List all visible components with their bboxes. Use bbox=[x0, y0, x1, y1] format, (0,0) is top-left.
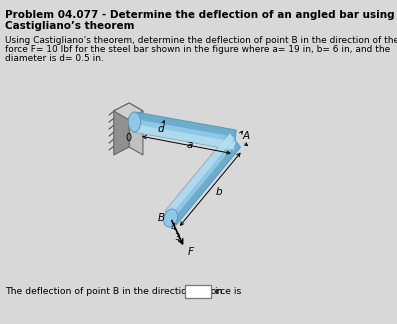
Text: Using Castigliano’s theorem, determine the deflection of point B in the directio: Using Castigliano’s theorem, determine t… bbox=[6, 36, 397, 45]
FancyBboxPatch shape bbox=[185, 285, 211, 298]
Polygon shape bbox=[114, 103, 129, 155]
Polygon shape bbox=[129, 103, 143, 155]
Text: a: a bbox=[187, 140, 193, 150]
Text: d: d bbox=[158, 124, 164, 134]
Polygon shape bbox=[114, 103, 143, 119]
Text: A: A bbox=[243, 131, 249, 141]
Text: Problem 04.077 - Determine the deflection of an angled bar using: Problem 04.077 - Determine the deflectio… bbox=[6, 10, 395, 20]
Polygon shape bbox=[166, 133, 241, 225]
Text: F: F bbox=[188, 247, 194, 257]
Polygon shape bbox=[133, 112, 236, 150]
Text: b: b bbox=[215, 187, 222, 197]
Polygon shape bbox=[166, 133, 234, 216]
Text: 3: 3 bbox=[174, 234, 179, 242]
Polygon shape bbox=[172, 142, 241, 225]
Polygon shape bbox=[135, 112, 236, 137]
Ellipse shape bbox=[128, 112, 141, 132]
Text: B: B bbox=[158, 213, 165, 223]
Polygon shape bbox=[133, 124, 235, 150]
Text: Castigliano’s theorem: Castigliano’s theorem bbox=[6, 21, 135, 31]
Text: The deflection of point B in the direction of force is: The deflection of point B in the directi… bbox=[6, 287, 242, 296]
Ellipse shape bbox=[164, 209, 177, 227]
Text: diameter is d= 0.5 in.: diameter is d= 0.5 in. bbox=[6, 54, 104, 63]
Text: in.: in. bbox=[214, 287, 226, 296]
Text: 0: 0 bbox=[125, 133, 131, 143]
Text: force F= 10 lbf for the steel bar shown in the figure where a= 19 in, b= 6 in, a: force F= 10 lbf for the steel bar shown … bbox=[6, 45, 391, 54]
Text: 4: 4 bbox=[170, 223, 175, 232]
